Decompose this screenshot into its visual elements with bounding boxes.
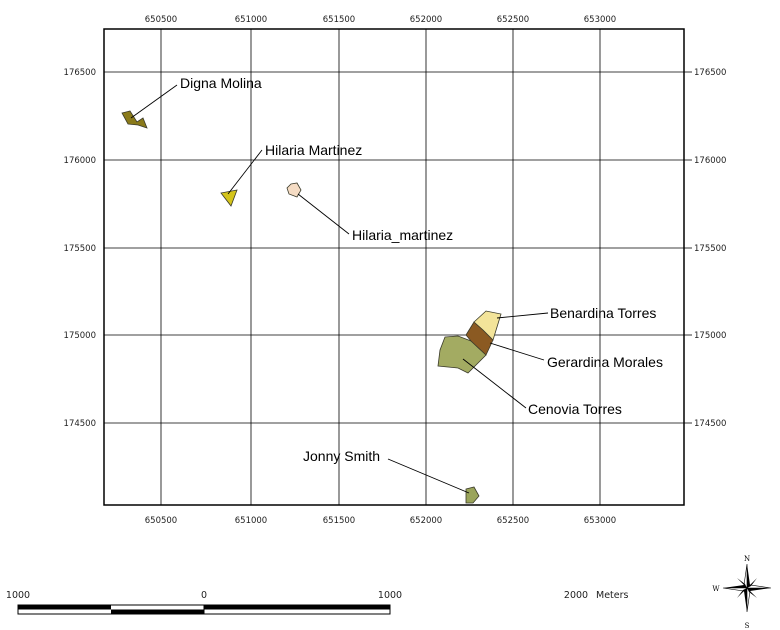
x-tick-top: 653000 bbox=[584, 15, 616, 25]
map-frame bbox=[103, 28, 685, 506]
parcel-label-gerardina-morales: Gerardina Morales bbox=[547, 354, 663, 370]
y-tick-left: 176500 bbox=[64, 68, 96, 78]
parcel-hilaria-martinez[interactable] bbox=[220, 189, 238, 207]
scale-bar bbox=[17, 604, 391, 615]
parcel-label-jonny-smith: Jonny Smith bbox=[303, 448, 380, 464]
x-tick-bottom: 650500 bbox=[145, 516, 177, 526]
x-tick-bottom: 651000 bbox=[235, 516, 267, 526]
leader-lines bbox=[130, 84, 549, 494]
y-tick-left: 175000 bbox=[64, 331, 96, 341]
right-ticks bbox=[684, 71, 692, 424]
scalebar-label-zero: 0 bbox=[201, 590, 207, 601]
parcel-label-benardina-torres: Benardina Torres bbox=[550, 305, 656, 321]
grid-vertical bbox=[160, 29, 601, 505]
scalebar-label-right: 2000 bbox=[564, 590, 588, 601]
x-tick-top: 652000 bbox=[410, 15, 442, 25]
y-tick-right: 174500 bbox=[694, 419, 726, 429]
parcel-label-hilaria-martinez: Hilaria Martinez bbox=[265, 142, 362, 158]
x-tick-top: 650500 bbox=[145, 15, 177, 25]
compass-n: N bbox=[744, 555, 750, 563]
parcel-label-hilaria-martinez-2: Hilaria_martinez bbox=[352, 227, 453, 243]
x-tick-bottom: 653000 bbox=[584, 516, 616, 526]
y-tick-right: 176500 bbox=[694, 68, 726, 78]
compass-w: W bbox=[712, 585, 720, 593]
x-tick-top: 651000 bbox=[235, 15, 267, 25]
x-tick-bottom: 651500 bbox=[323, 516, 355, 526]
parcel-cenovia-torres[interactable] bbox=[437, 335, 487, 374]
parcel-label-cenovia-torres: Cenovia Torres bbox=[528, 401, 622, 417]
y-tick-left: 175500 bbox=[64, 244, 96, 254]
parcel-benardina-torres[interactable] bbox=[473, 310, 502, 341]
grid-horizontal bbox=[104, 71, 684, 424]
scalebar-label-left: 1000 bbox=[6, 590, 30, 601]
compass-s: S bbox=[745, 622, 750, 630]
parcel-digna-molina[interactable] bbox=[121, 110, 148, 129]
x-tick-top: 651500 bbox=[323, 15, 355, 25]
y-tick-left: 174500 bbox=[64, 419, 96, 429]
compass-rose-icon bbox=[722, 563, 772, 613]
y-tick-left: 176000 bbox=[64, 156, 96, 166]
x-tick-bottom: 652000 bbox=[410, 516, 442, 526]
y-tick-right: 175500 bbox=[694, 244, 726, 254]
scalebar-unit: Meters bbox=[596, 590, 629, 601]
y-tick-right: 175000 bbox=[694, 331, 726, 341]
parcel-jonny-smith[interactable] bbox=[465, 486, 480, 504]
scalebar-label-mid: 1000 bbox=[378, 590, 402, 601]
x-tick-bottom: 652500 bbox=[497, 516, 529, 526]
y-tick-right: 176000 bbox=[694, 156, 726, 166]
parcel-label-digna-molina: Digna Molina bbox=[180, 75, 262, 91]
parcel-hilaria-martinez-2[interactable] bbox=[286, 182, 302, 198]
x-tick-top: 652500 bbox=[497, 15, 529, 25]
